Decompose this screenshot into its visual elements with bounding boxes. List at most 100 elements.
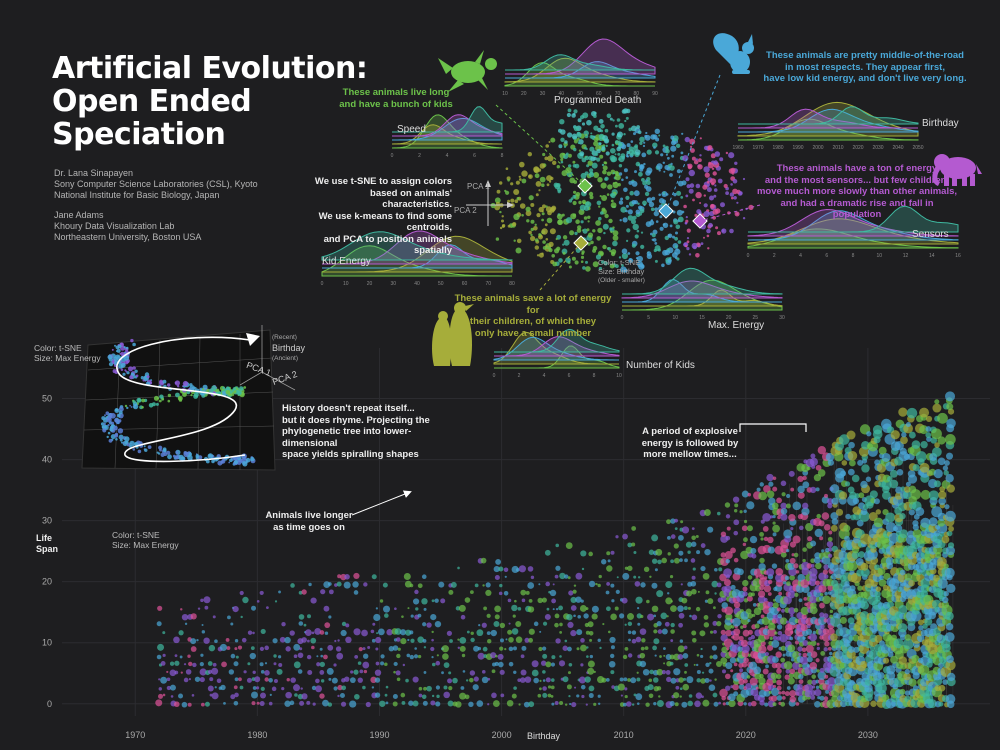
scatter-point xyxy=(894,590,903,599)
scatter-point xyxy=(627,653,633,658)
scatter-point xyxy=(528,637,534,643)
scatter-point xyxy=(787,590,796,599)
scatter-point xyxy=(623,677,628,682)
scatter-point xyxy=(852,497,860,505)
scatter-point xyxy=(904,486,911,493)
scatter-point xyxy=(508,622,511,625)
cluster-point xyxy=(556,165,560,169)
cluster-point xyxy=(574,231,578,236)
cluster-point xyxy=(672,200,680,207)
scatter-point xyxy=(549,589,557,597)
scatter-point xyxy=(422,700,428,706)
scatter-point xyxy=(811,685,816,689)
cluster-point xyxy=(634,234,639,239)
scatter-point xyxy=(273,662,277,666)
scatter-point xyxy=(830,633,838,641)
scatter-point xyxy=(653,629,658,634)
spiral-point xyxy=(106,435,109,439)
scatter-point xyxy=(580,663,584,667)
scatter-point xyxy=(200,598,204,603)
scatter-point xyxy=(494,661,499,667)
ridge-tick-label: 8 xyxy=(501,153,504,159)
scatter-point xyxy=(741,490,749,498)
scatter-point xyxy=(550,694,554,698)
cluster-point xyxy=(618,123,625,129)
scatter-point xyxy=(293,684,301,692)
cluster-point xyxy=(731,196,734,200)
cluster-point xyxy=(709,178,717,185)
cluster-point xyxy=(675,231,678,235)
scatter-point xyxy=(568,662,573,667)
scatter-point xyxy=(519,677,526,683)
cluster-point xyxy=(686,247,690,251)
scatter-point xyxy=(945,622,954,631)
cluster-point xyxy=(686,228,691,233)
scatter-point xyxy=(855,557,864,566)
scatter-point xyxy=(362,653,369,659)
scatter-point xyxy=(809,457,819,466)
scatter-point xyxy=(805,523,814,532)
scatter-point xyxy=(350,670,354,674)
spiral-point xyxy=(159,394,164,399)
scatter-point xyxy=(656,699,664,707)
scatter-point xyxy=(436,694,440,699)
scatter-point xyxy=(434,620,442,628)
scatter-point xyxy=(357,661,362,665)
scatter-point xyxy=(174,654,178,658)
cluster-point xyxy=(562,251,566,255)
ridge-tick-label: 80 xyxy=(509,281,515,287)
spiral-point xyxy=(124,436,130,442)
scatter-point xyxy=(564,574,569,579)
scatter-point xyxy=(627,621,633,627)
scatter-point xyxy=(925,690,932,697)
cluster-point xyxy=(670,145,677,152)
scatter-point xyxy=(886,665,896,675)
cluster-point xyxy=(572,200,577,206)
cluster-legend: Color: t-SNE Size: Birthday (Older - sma… xyxy=(598,258,645,284)
scatter-point xyxy=(758,645,767,654)
scatter-point xyxy=(562,645,568,651)
scatter-point xyxy=(285,646,291,652)
scatter-point xyxy=(570,605,577,611)
scatter-point xyxy=(337,684,343,691)
scatter-point xyxy=(790,657,795,662)
cluster-point xyxy=(612,240,618,247)
scatter-point xyxy=(802,475,807,481)
cluster-point xyxy=(548,248,553,253)
cluster-point xyxy=(564,140,568,144)
scatter-point xyxy=(396,677,401,682)
cluster-point xyxy=(642,200,647,206)
scatter-point xyxy=(503,567,509,573)
scatter-point xyxy=(765,664,769,669)
scatter-point xyxy=(180,608,183,611)
cluster-point xyxy=(677,240,682,244)
scatter-point xyxy=(730,625,735,629)
scatter-point xyxy=(759,673,764,679)
scatter-point xyxy=(394,607,397,611)
scatter-point xyxy=(401,615,404,618)
scatter-point xyxy=(704,509,711,516)
cluster-point xyxy=(607,184,613,190)
scatter-point xyxy=(607,630,611,634)
scatter-point xyxy=(450,581,457,588)
spiral-point xyxy=(158,399,162,403)
cluster-point xyxy=(574,163,580,169)
scatter-point xyxy=(666,519,671,525)
scatter-point xyxy=(230,653,236,659)
scatter-point xyxy=(763,689,771,697)
scatter-point xyxy=(470,637,475,643)
scatter-point xyxy=(766,644,774,651)
cluster-point xyxy=(606,193,610,196)
scatter-point xyxy=(709,655,714,659)
cluster-point xyxy=(686,240,690,244)
scatter-point xyxy=(774,631,778,635)
cluster-point xyxy=(695,253,700,258)
scatter-point xyxy=(343,581,351,589)
scatter-point xyxy=(817,469,826,477)
scatter-point xyxy=(910,489,922,500)
cluster-point xyxy=(625,209,628,213)
cluster-point xyxy=(657,207,661,210)
scatter-point xyxy=(763,584,772,593)
cluster-point xyxy=(612,230,619,237)
cluster-point xyxy=(549,228,556,235)
